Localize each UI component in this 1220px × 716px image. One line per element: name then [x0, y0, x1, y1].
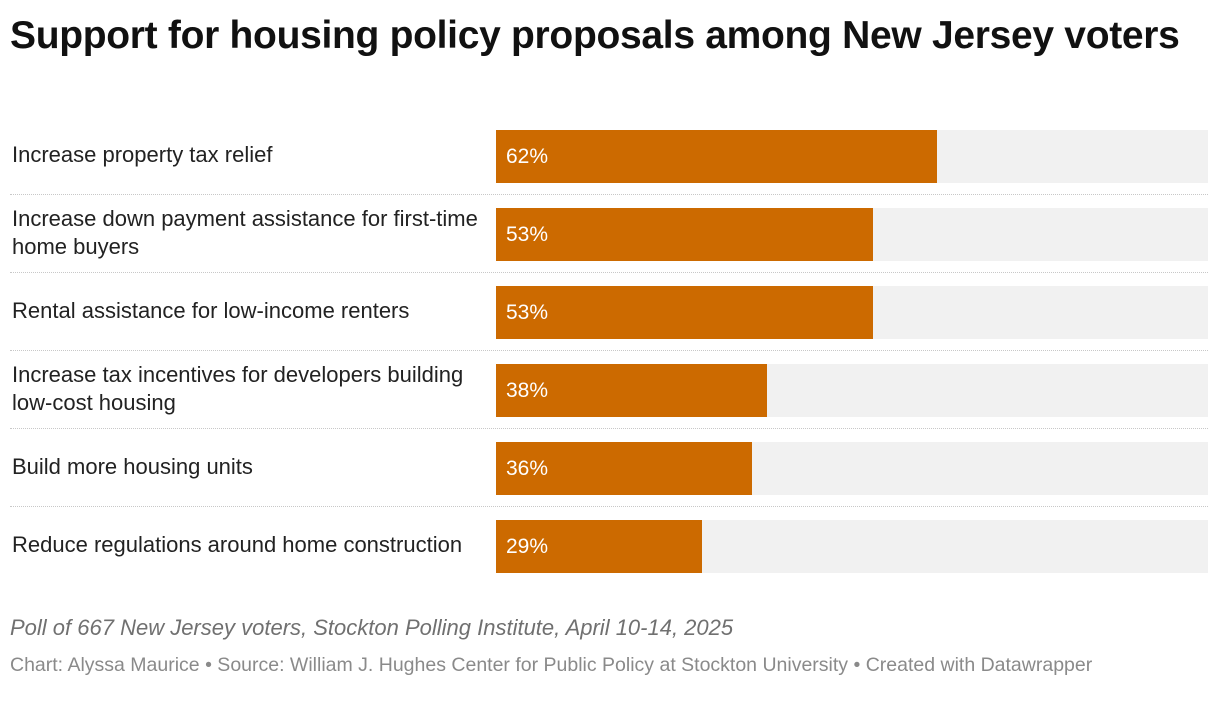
bar-chart: Increase property tax relief 62% Increase …: [0, 116, 1220, 582]
row-divider: [10, 506, 1208, 507]
bar-track: 29%: [496, 520, 1208, 573]
bar-row: Build more housing units 36%: [10, 428, 1208, 507]
chart-credits: Chart: Alyssa Maurice • Source: William …: [10, 654, 1093, 676]
bar: [496, 520, 703, 573]
bar-track: 53%: [496, 286, 1208, 339]
category-label: Increase tax incentives for developers b…: [12, 362, 464, 415]
bar-value-label: 38%: [506, 379, 549, 402]
bar: [496, 442, 753, 495]
row-divider: [10, 194, 1208, 195]
category-label: Increase property tax relief: [12, 142, 273, 167]
category-label: Build more housing units: [12, 454, 253, 479]
row-divider: [10, 428, 1208, 429]
bar-row: Rental assistance for low-income renters…: [10, 272, 1208, 351]
category-label: Reduce regulations around home construct…: [12, 532, 463, 557]
bar-value-label: 29%: [506, 535, 549, 558]
category-label: Increase down payment assistance for fir…: [12, 206, 478, 259]
bar-value-label: 36%: [506, 457, 549, 480]
bar: [496, 364, 767, 417]
chart-note: Poll of 667 New Jersey voters, Stockton …: [10, 615, 734, 640]
bar: [496, 286, 874, 339]
bar: [496, 130, 938, 183]
bar-row: Increase down payment assistance for fir…: [10, 194, 1208, 273]
bar: [496, 208, 874, 261]
chart-title: Support for housing policy proposals amo…: [10, 14, 1180, 57]
bar-track: 62%: [496, 130, 1208, 183]
bar-track: 36%: [496, 442, 1208, 495]
category-label: Rental assistance for low-income renters: [12, 298, 410, 323]
bar-row: Increase property tax relief 62%: [10, 116, 1208, 195]
bar-row: Reduce regulations around home construct…: [10, 506, 1208, 584]
row-divider: [10, 350, 1208, 351]
bar-value-label: 53%: [506, 301, 549, 324]
bar-track: 53%: [496, 208, 1208, 261]
bar-track: 38%: [496, 364, 1208, 417]
bar-value-label: 53%: [506, 223, 549, 246]
bar-value-label: 62%: [506, 145, 549, 168]
bar-row: Increase tax incentives for developers b…: [10, 350, 1208, 429]
row-divider: [10, 272, 1208, 273]
